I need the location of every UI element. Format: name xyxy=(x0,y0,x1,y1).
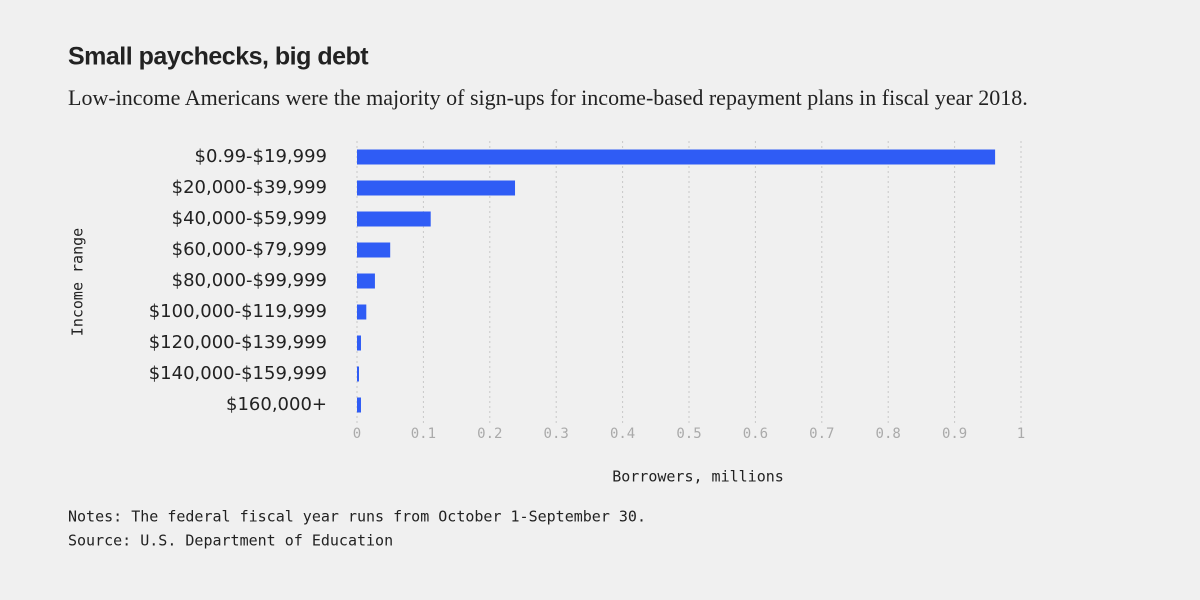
y-tick-label: $80,000-$99,999 xyxy=(172,270,327,291)
y-tick-label: $120,000-$139,999 xyxy=(149,332,327,353)
y-tick-label: $60,000-$79,999 xyxy=(172,239,327,260)
x-axis-label: Borrowers, millions xyxy=(612,468,784,486)
y-tick-label: $160,000+ xyxy=(226,394,327,415)
bar xyxy=(357,397,361,413)
bar xyxy=(357,366,359,382)
x-tick-label: 0.6 xyxy=(743,426,768,442)
x-tick-label: 0.3 xyxy=(544,426,569,442)
x-tick-label: 0 xyxy=(353,426,361,442)
x-tick-label: 1 xyxy=(1017,426,1025,442)
x-tick-label: 0.4 xyxy=(610,426,635,442)
y-axis-label: Income range xyxy=(69,228,87,336)
bar xyxy=(357,273,375,289)
x-tick-label: 0.8 xyxy=(876,426,901,442)
bar xyxy=(357,242,391,258)
chart-title: Small paychecks, big debt xyxy=(68,43,369,71)
y-tick-label: $0.99-$19,999 xyxy=(195,146,327,167)
y-tick-label: $140,000-$159,999 xyxy=(149,363,327,384)
source: Source: U.S. Department of Education xyxy=(68,532,393,550)
x-tick-label: 0.1 xyxy=(411,426,436,442)
notes: Notes: The federal fiscal year runs from… xyxy=(68,508,646,526)
bar xyxy=(357,304,367,320)
x-tick-label: 0.5 xyxy=(676,426,701,442)
bar xyxy=(357,149,996,165)
x-tick-label: 0.9 xyxy=(942,426,967,442)
bar xyxy=(357,211,431,227)
y-tick-label: $100,000-$119,999 xyxy=(149,301,327,322)
y-tick-label: $20,000-$39,999 xyxy=(172,177,327,198)
x-tick-label: 0.2 xyxy=(477,426,502,442)
y-tick-label: $40,000-$59,999 xyxy=(172,208,327,229)
bar xyxy=(357,335,361,351)
bar xyxy=(357,180,516,196)
x-tick-label: 0.7 xyxy=(809,426,834,442)
chart-subtitle: Low-income Americans were the majority o… xyxy=(68,85,1028,110)
